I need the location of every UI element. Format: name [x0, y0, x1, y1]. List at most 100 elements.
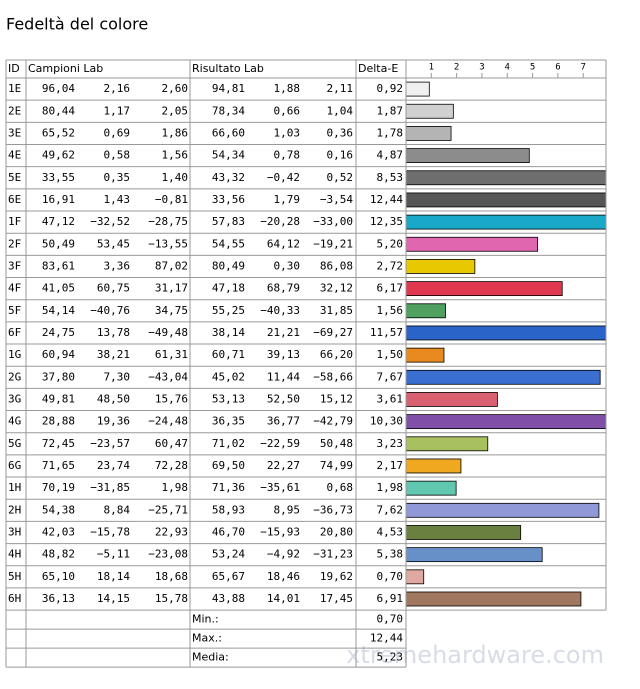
- bar: [406, 192, 606, 208]
- lab-value: 15,76: [155, 392, 188, 405]
- lab-value: 0,30: [274, 259, 301, 272]
- delta-e: 1,56: [377, 304, 404, 317]
- lab-value: 28,88: [42, 415, 75, 428]
- lab-value: 47,18: [212, 282, 245, 295]
- row-id: 1G: [8, 348, 21, 361]
- lab-value: 68,79: [267, 282, 300, 295]
- lab-value: 1,03: [274, 126, 301, 139]
- lab-value: 55,25: [212, 304, 245, 317]
- lab-value: 54,38: [42, 503, 75, 516]
- delta-e: 1,78: [377, 126, 404, 139]
- bar: [406, 325, 606, 341]
- lab-value: 48,50: [97, 392, 130, 405]
- lab-value: 70,19: [42, 481, 75, 494]
- bar: [406, 170, 606, 186]
- lab-value: 65,52: [42, 126, 75, 139]
- lab-value: 3,36: [104, 259, 131, 272]
- lab-value: 8,84: [104, 503, 131, 516]
- row-id: 3G: [8, 392, 21, 405]
- lab-value: 54,14: [42, 304, 75, 317]
- lab-value: 19,36: [97, 415, 130, 428]
- lab-value: 78,34: [212, 104, 245, 117]
- bar: [406, 281, 563, 297]
- delta-e: 1,98: [377, 481, 404, 494]
- delta-e: 0,92: [377, 82, 404, 95]
- lab-value: 48,82: [42, 548, 75, 561]
- lab-value: −32,52: [90, 215, 130, 228]
- lab-value: 65,10: [42, 570, 75, 583]
- lab-value: −33,00: [313, 215, 353, 228]
- bar: [406, 502, 600, 518]
- lab-value: 54,55: [212, 237, 245, 250]
- lab-value: 53,45: [97, 237, 130, 250]
- row-id: 6E: [8, 193, 21, 206]
- lab-value: −23,57: [90, 437, 130, 450]
- bar: [406, 458, 462, 474]
- delta-e: 4,53: [377, 525, 404, 538]
- lab-value: 60,75: [97, 282, 130, 295]
- lab-value: −5,11: [97, 548, 130, 561]
- lab-value: −40,76: [90, 304, 130, 317]
- row-id: 6H: [8, 592, 21, 605]
- bar: [406, 480, 457, 496]
- row-id: 1F: [8, 215, 21, 228]
- watermark: xtremehardware.com: [346, 641, 604, 669]
- lab-value: 1,43: [104, 193, 131, 206]
- lab-value: −0,42: [267, 171, 300, 184]
- row-id: 2G: [8, 370, 21, 383]
- lab-value: 17,45: [320, 592, 353, 605]
- lab-value: 14,01: [267, 592, 300, 605]
- delta-e: 8,53: [377, 171, 404, 184]
- lab-value: −25,71: [148, 503, 188, 516]
- lab-value: 36,35: [212, 415, 245, 428]
- delta-e: 6,91: [377, 592, 404, 605]
- lab-value: 39,13: [267, 348, 300, 361]
- lab-value: 94,81: [212, 82, 245, 95]
- row-id: 5G: [8, 437, 21, 450]
- row-id: 6F: [8, 326, 21, 339]
- lab-value: 11,44: [267, 370, 300, 383]
- x-tick-label: 3: [479, 63, 484, 73]
- lab-value: 72,45: [42, 437, 75, 450]
- delta-e: 1,87: [377, 104, 404, 117]
- title: Fedeltà del colore: [6, 15, 148, 34]
- lab-value: 1,88: [274, 82, 301, 95]
- row-id: 3F: [8, 259, 21, 272]
- column-header: Delta-E: [358, 62, 398, 75]
- summary-value: 12,44: [370, 632, 403, 645]
- lab-value: −28,75: [148, 215, 188, 228]
- row-id: 1H: [8, 481, 21, 494]
- x-tick-label: 5: [530, 63, 535, 73]
- row-id: 6G: [8, 459, 21, 472]
- lab-value: 34,75: [155, 304, 188, 317]
- row-id: 5F: [8, 304, 21, 317]
- lab-value: −49,48: [148, 326, 188, 339]
- lab-value: 86,08: [320, 259, 353, 272]
- delta-e: 1,50: [377, 348, 404, 361]
- lab-value: 60,94: [42, 348, 75, 361]
- bar: [406, 236, 539, 252]
- delta-e: 11,57: [370, 326, 403, 339]
- lab-value: 19,62: [320, 570, 353, 583]
- row-id: 2E: [8, 104, 21, 117]
- bar: [406, 369, 601, 385]
- lab-value: 2,60: [162, 82, 189, 95]
- lab-value: 18,46: [267, 570, 300, 583]
- lab-value: 60,47: [155, 437, 188, 450]
- row-id: 2H: [8, 503, 21, 516]
- lab-value: 64,12: [267, 237, 300, 250]
- lab-value: 43,32: [212, 171, 245, 184]
- row-id: 4E: [8, 149, 21, 162]
- lab-value: 2,05: [162, 104, 189, 117]
- row-id: 3H: [8, 525, 21, 538]
- lab-value: −58,66: [313, 370, 353, 383]
- lab-value: 7,30: [104, 370, 131, 383]
- lab-value: −24,48: [148, 415, 188, 428]
- x-tick-label: 6: [555, 63, 560, 73]
- lab-value: 36,77: [267, 415, 300, 428]
- lab-value: 36,13: [42, 592, 75, 605]
- lab-value: 1,40: [162, 171, 189, 184]
- lab-value: 21,21: [267, 326, 300, 339]
- delta-e: 5,20: [377, 237, 404, 250]
